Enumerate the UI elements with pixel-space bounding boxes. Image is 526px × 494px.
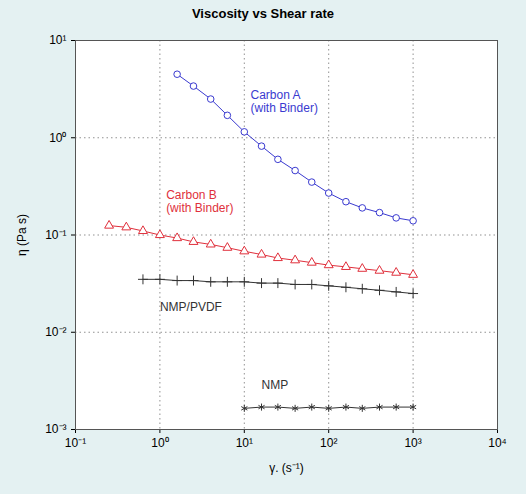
svg-text:10⁰: 10⁰ — [49, 131, 66, 145]
svg-text:10¹: 10¹ — [49, 33, 66, 47]
svg-text:Carbon A(with Binder): Carbon A(with Binder) — [251, 88, 318, 115]
svg-text:10⁻²: 10⁻² — [45, 325, 66, 339]
svg-text:Carbon B(with Binder): Carbon B(with Binder) — [166, 188, 233, 215]
svg-text:10⁻³: 10⁻³ — [45, 422, 66, 436]
svg-text:η (Pa s): η (Pa s) — [15, 214, 29, 256]
svg-text:10³: 10³ — [404, 436, 421, 450]
svg-text:NMP/PVDF: NMP/PVDF — [160, 300, 222, 314]
svg-text:γ. (s⁻¹): γ. (s⁻¹) — [269, 461, 304, 475]
svg-text:10⁰: 10⁰ — [151, 436, 168, 450]
svg-text:10⁻¹: 10⁻¹ — [45, 228, 66, 242]
html-text:Viscosity vs Shear rate: Viscosity vs Shear rate — [191, 6, 335, 21]
svg-text:10²: 10² — [320, 436, 337, 450]
svg-text:NMP: NMP — [262, 378, 289, 392]
svg-text:10⁴: 10⁴ — [488, 436, 507, 450]
svg-text:10⁻¹: 10⁻¹ — [65, 436, 86, 450]
svg-text:10¹: 10¹ — [236, 436, 253, 450]
